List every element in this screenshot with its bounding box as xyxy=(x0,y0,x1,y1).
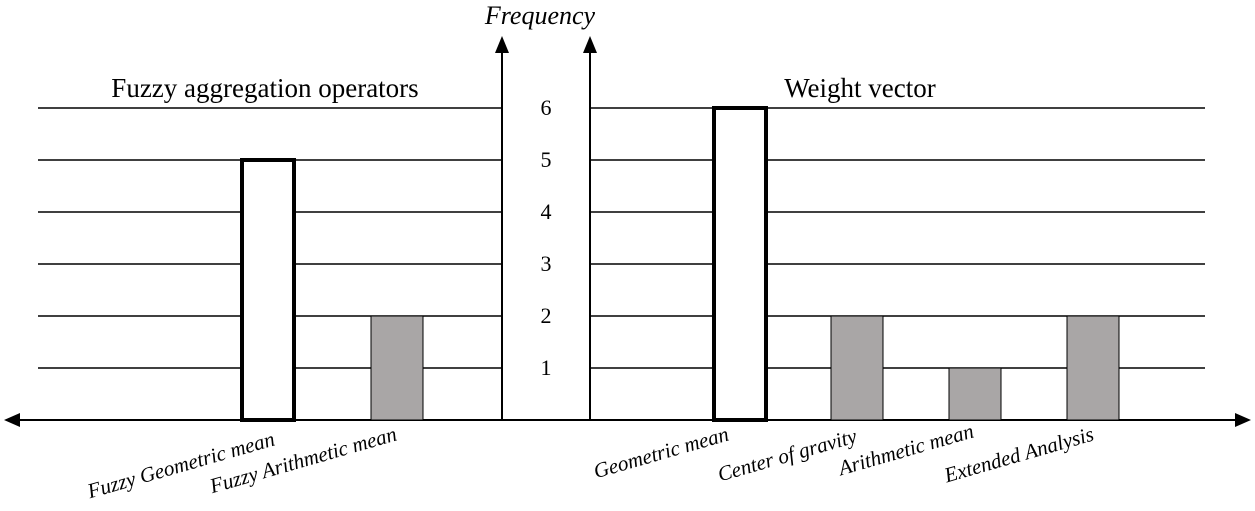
left-chart-bars xyxy=(240,158,424,422)
y-axis-label: Frequency xyxy=(484,1,596,30)
x-axis xyxy=(4,413,1251,427)
right-y-axis xyxy=(583,36,597,420)
right-chart-title: Weight vector xyxy=(784,73,936,103)
y-tick-label: 4 xyxy=(541,199,552,224)
x-axis-right-arrow-icon xyxy=(1235,413,1251,427)
left-category-labels: Fuzzy Geometric mean Fuzzy Arithmetic me… xyxy=(84,422,400,504)
y-tick-label: 3 xyxy=(541,251,552,276)
y-tick-labels: 1 2 3 4 5 6 xyxy=(541,95,552,380)
y-tick-label: 5 xyxy=(541,147,552,172)
right-chart-gridlines xyxy=(590,107,1205,369)
y-tick-label: 1 xyxy=(541,355,552,380)
right-y-axis-arrow-icon xyxy=(583,36,597,53)
category-label: Center of gravity xyxy=(715,424,860,487)
bar xyxy=(370,315,424,421)
right-chart-bars xyxy=(712,106,1120,422)
category-label: Geometric mean xyxy=(591,422,732,483)
bar xyxy=(830,315,884,421)
x-axis-left-arrow-icon xyxy=(4,413,20,427)
left-y-axis-arrow-icon xyxy=(495,36,509,53)
bar xyxy=(240,158,296,422)
bar xyxy=(948,367,1002,421)
bar xyxy=(712,106,768,422)
right-category-labels: Geometric mean Center of gravity Arithme… xyxy=(591,419,1097,488)
y-tick-label: 6 xyxy=(541,95,552,120)
bar xyxy=(1066,315,1120,421)
left-chart-title: Fuzzy aggregation operators xyxy=(111,73,418,103)
left-y-axis xyxy=(495,36,509,420)
y-tick-label: 2 xyxy=(541,303,552,328)
